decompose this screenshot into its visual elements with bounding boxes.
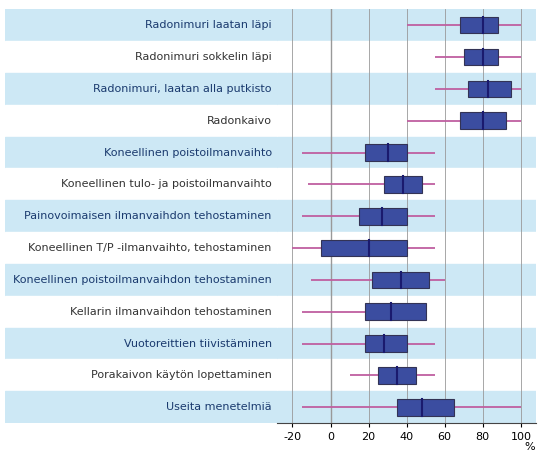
- Bar: [277, 105, 536, 137]
- Bar: [373, 272, 429, 288]
- Text: Vuotoreittien tiivistäminen: Vuotoreittien tiivistäminen: [124, 339, 272, 349]
- Bar: [277, 41, 536, 73]
- Text: Kellarin ilmanvaihdon tehostaminen: Kellarin ilmanvaihdon tehostaminen: [70, 307, 272, 317]
- Bar: [277, 168, 536, 200]
- Text: Koneellinen tulo- ja poistoilmanvaihto: Koneellinen tulo- ja poistoilmanvaihto: [61, 179, 272, 189]
- Text: Koneellinen T/P -ilmanvaihto, tehostaminen: Koneellinen T/P -ilmanvaihto, tehostamin…: [28, 243, 272, 253]
- Bar: [365, 304, 426, 320]
- Bar: [5, 41, 277, 73]
- Bar: [5, 328, 277, 359]
- Bar: [321, 240, 406, 256]
- Bar: [277, 9, 536, 41]
- Bar: [5, 264, 277, 296]
- Bar: [397, 399, 454, 416]
- Text: Radonimuri, laatan alla putkisto: Radonimuri, laatan alla putkisto: [94, 84, 272, 94]
- Text: Radonimuri laatan läpi: Radonimuri laatan läpi: [145, 20, 272, 30]
- Bar: [277, 296, 536, 328]
- Bar: [5, 9, 277, 41]
- Text: Radonimuri sokkelin läpi: Radonimuri sokkelin läpi: [135, 52, 272, 62]
- Bar: [277, 328, 536, 359]
- Bar: [5, 73, 277, 105]
- Bar: [5, 296, 277, 328]
- Bar: [365, 144, 406, 161]
- Bar: [359, 208, 406, 225]
- Bar: [5, 137, 277, 168]
- Text: Porakaivon käytön lopettaminen: Porakaivon käytön lopettaminen: [91, 371, 272, 380]
- Bar: [5, 392, 277, 423]
- Bar: [277, 232, 536, 264]
- Bar: [5, 232, 277, 264]
- Bar: [277, 137, 536, 168]
- Bar: [277, 392, 536, 423]
- Bar: [365, 335, 406, 352]
- Bar: [277, 359, 536, 392]
- Bar: [5, 105, 277, 137]
- Bar: [464, 49, 498, 65]
- Bar: [460, 17, 498, 33]
- Bar: [384, 176, 422, 193]
- Bar: [277, 73, 536, 105]
- Bar: [378, 367, 416, 384]
- Text: Radonkaivo: Radonkaivo: [207, 116, 272, 126]
- Bar: [277, 200, 536, 232]
- Bar: [277, 264, 536, 296]
- Bar: [5, 359, 277, 392]
- Text: Painovoimaisen ilmanvaihdon tehostaminen: Painovoimaisen ilmanvaihdon tehostaminen: [25, 211, 272, 221]
- Text: Useita menetelmiä: Useita menetelmiä: [166, 402, 272, 412]
- Text: %: %: [525, 442, 536, 452]
- Bar: [5, 200, 277, 232]
- Bar: [460, 113, 505, 129]
- Bar: [468, 80, 511, 97]
- Bar: [5, 168, 277, 200]
- Text: Koneellinen poistoilmanvaihto: Koneellinen poistoilmanvaihto: [104, 147, 272, 158]
- Text: Koneellinen poistoilmanvaihdon tehostaminen: Koneellinen poistoilmanvaihdon tehostami…: [13, 275, 272, 285]
